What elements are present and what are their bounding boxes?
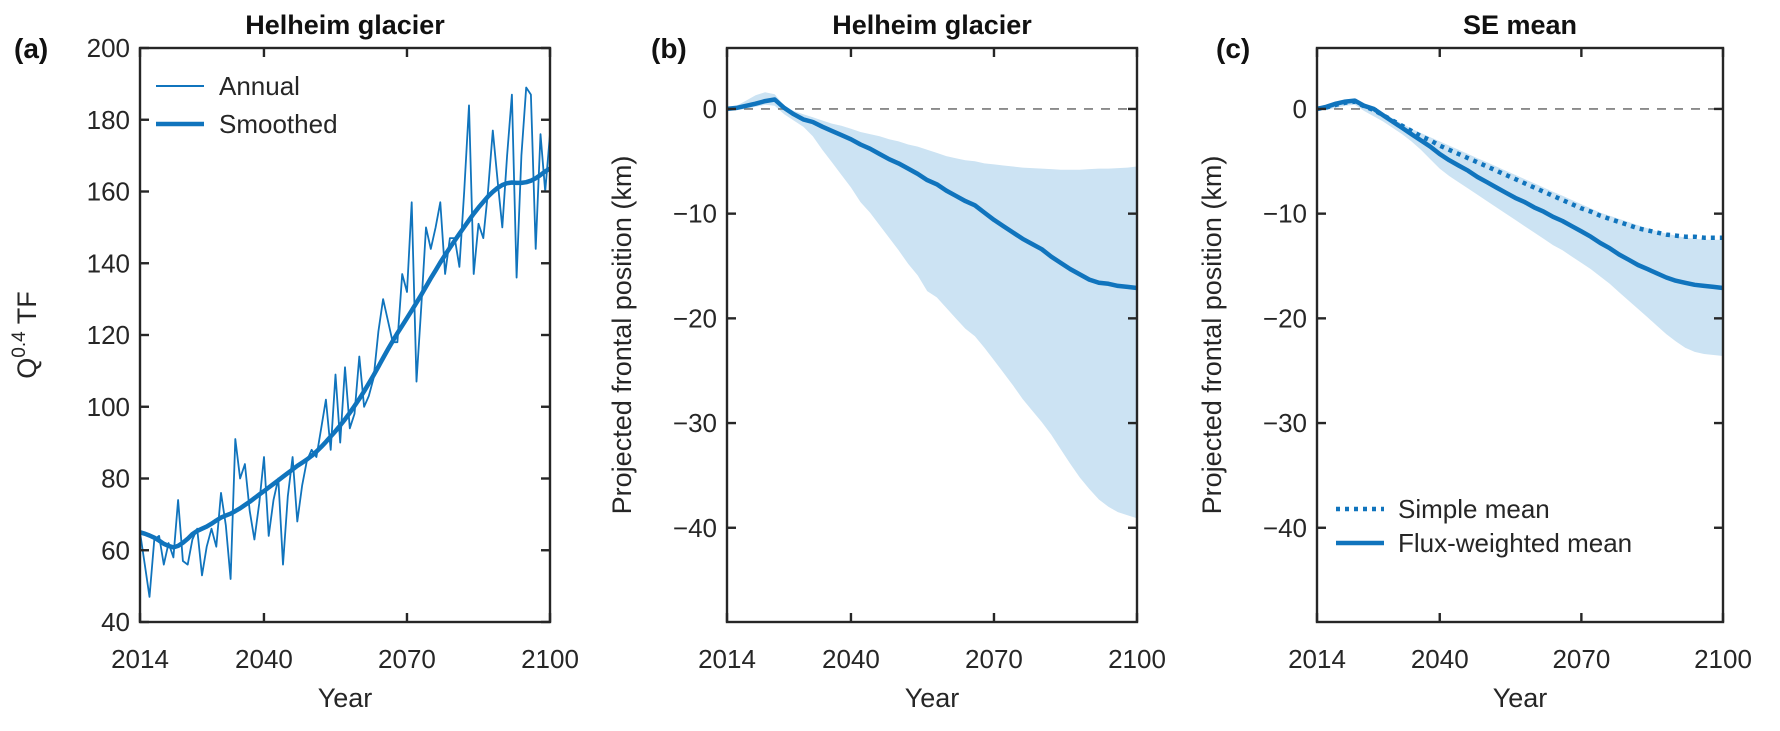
- panel-b-x-tick-label: 2100: [1108, 644, 1166, 674]
- panel-a-smoothed-line: [139, 166, 552, 550]
- panel-b-uncertainty-band: [727, 92, 1137, 519]
- panel-a-legend-label: Annual: [219, 71, 300, 101]
- panel-b-x-tick-label: 2070: [965, 644, 1023, 674]
- panel-c-title: SE mean: [1463, 10, 1577, 40]
- panel-a-y-tick-label: 120: [87, 320, 130, 350]
- panel-c-flux-weighted-mean-line: [1316, 98, 1724, 291]
- panel-a-x-tick-label: 2014: [111, 644, 169, 674]
- panel-c-legend-label: Flux-weighted mean: [1398, 528, 1632, 558]
- panel-a-y-tick-label: 200: [87, 33, 130, 63]
- panel-a-y-axis-label: Q0.4 TF: [9, 291, 42, 378]
- panel-b-label: (b): [651, 33, 687, 64]
- panel-b-y-tick-label: −20: [673, 303, 717, 333]
- panel-b-y-tick-label: −40: [673, 513, 717, 543]
- panel-a-x-tick-label: 2100: [521, 644, 579, 674]
- panel-a-y-tick-label: 100: [87, 392, 130, 422]
- panel-b-ensemble-mean-projected-frontal-position-line: [726, 97, 1138, 291]
- panel-b-x-axis-label: Year: [905, 683, 960, 713]
- panel-c-x-tick-label: 2100: [1694, 644, 1752, 674]
- panel-c-label: (c): [1216, 33, 1250, 64]
- panel-a-title: Helheim glacier: [245, 10, 445, 40]
- panel-c-y-tick-label: −40: [1263, 513, 1307, 543]
- panel-a-axes-box: [138, 46, 552, 624]
- panel-b-y-tick-label: −30: [673, 408, 717, 438]
- panel-b-y-tick-label: −10: [673, 199, 717, 229]
- panel-a-y-tick-label: 160: [87, 177, 130, 207]
- panel-b-title: Helheim glacier: [832, 10, 1032, 40]
- panel-c-legend-label: Simple mean: [1398, 494, 1550, 524]
- panel-a-x-tick-label: 2040: [235, 644, 293, 674]
- panel-a-label: (a): [14, 33, 48, 64]
- panel-a-y-tick-label: 80: [101, 464, 130, 494]
- panel-c-y-tick-label: −30: [1263, 408, 1307, 438]
- panel-b-axes-box: [725, 46, 1139, 624]
- panel-c-x-tick-label: 2070: [1552, 644, 1610, 674]
- panel-c-y-tick-label: −10: [1263, 199, 1307, 229]
- panel-c-x-tick-label: 2040: [1411, 644, 1469, 674]
- panel-b-y-tick-label: 0: [703, 94, 717, 124]
- panel-c-uncertainty-band: [1317, 98, 1723, 356]
- panel-a-y-tick-label: 60: [101, 535, 130, 565]
- panel-c-y-tick-label: −20: [1263, 303, 1307, 333]
- panel-a-x-tick-label: 2070: [378, 644, 436, 674]
- panel-b-x-tick-label: 2040: [822, 644, 880, 674]
- panel-c-x-tick-label: 2014: [1288, 644, 1346, 674]
- panel-b-y-axis-label: Projected frontal position (km): [607, 156, 637, 515]
- panel-a-y-tick-label: 180: [87, 105, 130, 135]
- panel-c-y-tick-label: 0: [1293, 94, 1307, 124]
- panel-a-legend-label: Smoothed: [219, 109, 338, 139]
- panel-a-y-tick-label: 40: [101, 607, 130, 637]
- panel-a-x-axis-label: Year: [318, 683, 373, 713]
- panel-a-y-tick-label: 140: [87, 248, 130, 278]
- panel-b-x-tick-label: 2014: [698, 644, 756, 674]
- panel-c-x-axis-label: Year: [1493, 683, 1548, 713]
- panel-a-annual-line: [139, 86, 551, 598]
- panel-c-axes-box: [1315, 46, 1725, 624]
- panel-c-y-axis-label: Projected frontal position (km): [1197, 156, 1227, 515]
